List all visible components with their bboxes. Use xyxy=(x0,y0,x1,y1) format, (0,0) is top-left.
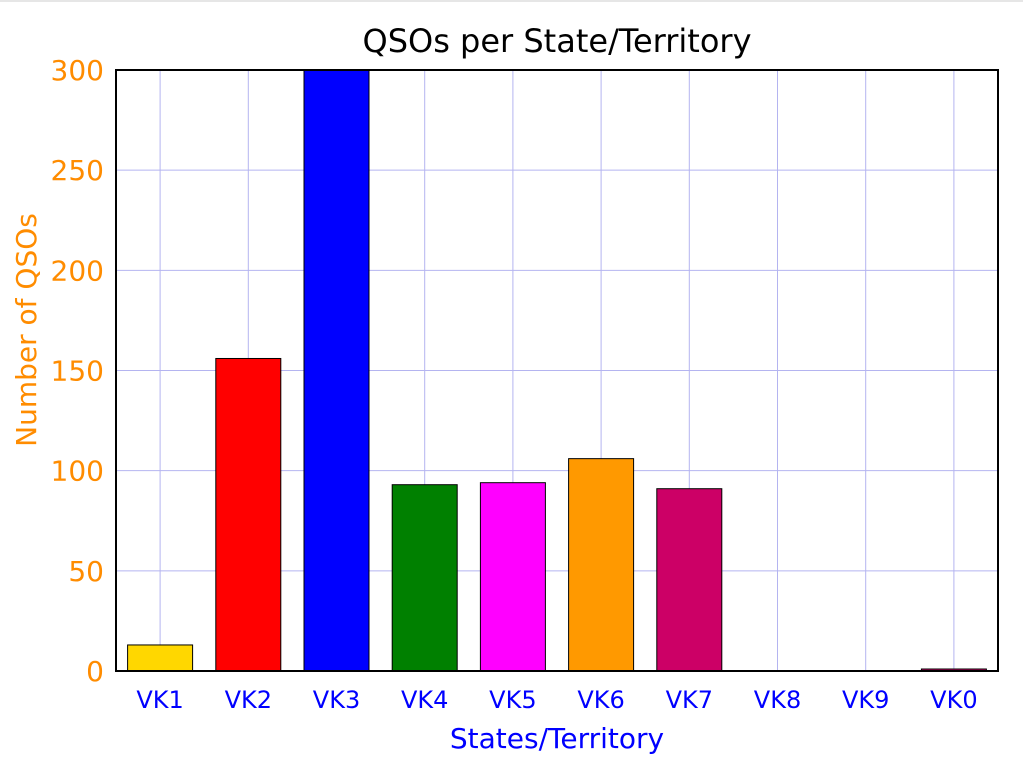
y-tick-label: 50 xyxy=(68,555,104,588)
chart-title: QSOs per State/Territory xyxy=(363,22,752,60)
bar-vk4 xyxy=(391,484,458,672)
y-tick-label: 200 xyxy=(51,254,104,287)
y-tick-label: 300 xyxy=(51,54,104,87)
x-tick-label: VK1 xyxy=(136,686,183,714)
x-tick-label: VK9 xyxy=(842,686,889,714)
x-ticks-layer: VK1 VK2 VK3 VK4 VK5 VK6 VK7 VK8 VK9 VK0 xyxy=(136,686,977,714)
y-ticks-layer: 0 50 100 150 200 250 300 xyxy=(51,54,104,688)
y-tick-label: 250 xyxy=(51,154,104,187)
bars-layer xyxy=(127,69,987,672)
bar-vk1 xyxy=(127,644,194,672)
x-tick-label: VK3 xyxy=(313,686,360,714)
x-axis-label: States/Territory xyxy=(450,722,664,755)
y-axis-label: Number of QSOs xyxy=(10,213,43,447)
y-tick-label: 0 xyxy=(86,655,104,688)
x-tick-label: VK4 xyxy=(401,686,448,714)
bar-vk5 xyxy=(479,482,546,672)
x-tick-label: VK0 xyxy=(930,686,977,714)
bar-vk6 xyxy=(568,458,635,672)
bar-vk3 xyxy=(303,69,370,672)
bar-vk7 xyxy=(656,488,723,672)
x-tick-label: VK7 xyxy=(666,686,713,714)
x-tick-label: VK8 xyxy=(754,686,801,714)
bar-vk2 xyxy=(215,357,282,672)
x-tick-label: VK2 xyxy=(225,686,272,714)
x-tick-label: VK6 xyxy=(577,686,624,714)
y-tick-label: 150 xyxy=(51,355,104,388)
y-tick-label: 100 xyxy=(51,455,104,488)
x-tick-label: VK5 xyxy=(489,686,536,714)
top-rule xyxy=(0,0,1023,2)
plot-frame xyxy=(115,69,999,672)
